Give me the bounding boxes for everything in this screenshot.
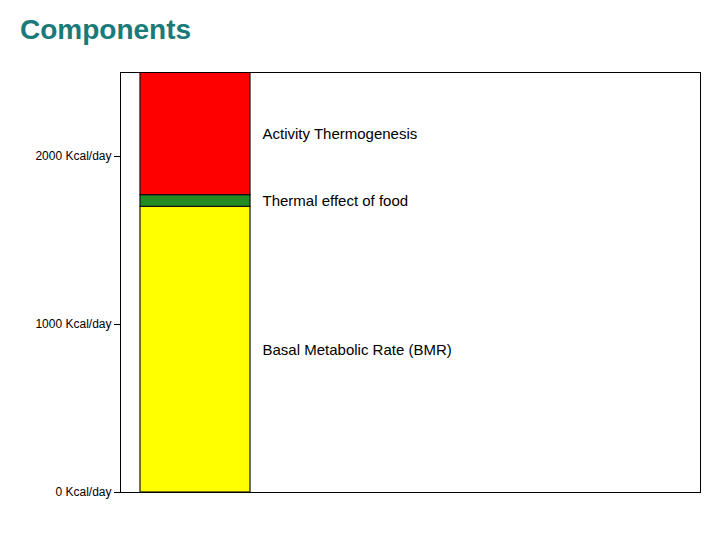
svg-text:Thermal effect of food: Thermal effect of food	[263, 192, 409, 209]
svg-text:Activity Thermogenesis: Activity Thermogenesis	[263, 125, 418, 142]
svg-text:2000 Kcal/day: 2000 Kcal/day	[35, 149, 111, 163]
svg-text:0 Kcal/day: 0 Kcal/day	[55, 485, 111, 499]
html-text:Components: Components	[20, 14, 192, 45]
svg-text:Basal Metabolic Rate (BMR): Basal Metabolic Rate (BMR)	[263, 341, 452, 358]
svg-text:1000 Kcal/day: 1000 Kcal/day	[35, 317, 111, 331]
